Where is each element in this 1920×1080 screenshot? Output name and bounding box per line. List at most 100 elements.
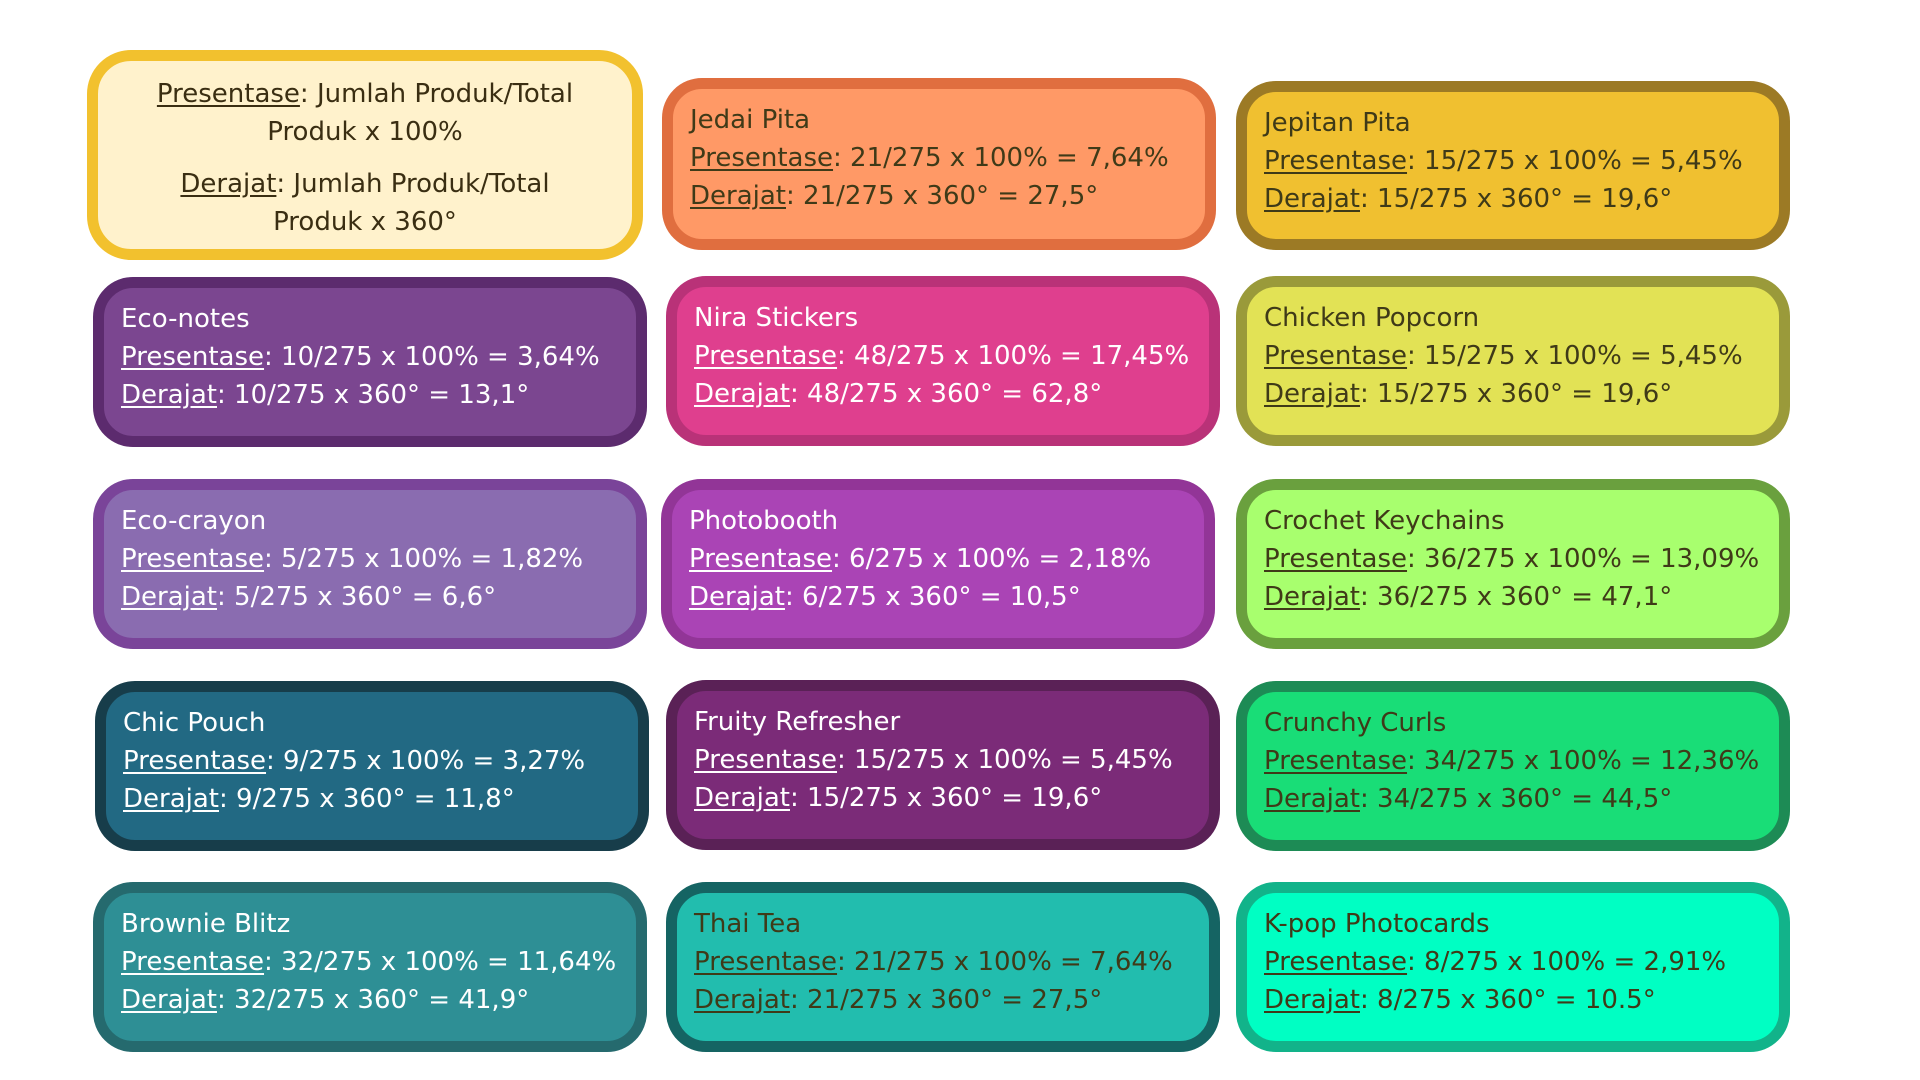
product-name: Chic Pouch <box>123 708 266 738</box>
presentase-line: Presentase: 5/275 x 100% = 1,82% <box>121 540 636 578</box>
derajat-line: Derajat: 21/275 x 360° = 27,5° <box>694 981 1209 1019</box>
derajat-line: Derajat: 36/275 x 360° = 47,1° <box>1264 578 1779 616</box>
derajat-label: Derajat <box>121 582 217 612</box>
presentase-label: Presentase <box>1264 544 1408 574</box>
presentase-line: Presentase: 10/275 x 100% = 3,64% <box>121 338 636 376</box>
product-name: Crunchy Curls <box>1264 708 1447 738</box>
presentase-label: Presentase <box>1264 146 1408 176</box>
presentase-line: Presentase: 21/275 x 100% = 7,64% <box>690 139 1205 177</box>
product-card-kpop-photocards: K-pop Photocards Presentase: 8/275 x 100%… <box>1236 882 1790 1052</box>
derajat-label: Derajat <box>694 783 790 813</box>
product-name: Thai Tea <box>694 909 802 939</box>
derajat-line: Derajat: 15/275 x 360° = 19,6° <box>694 779 1209 817</box>
product-name: Chicken Popcorn <box>1264 303 1480 333</box>
presentase-line: Presentase: 6/275 x 100% = 2,18% <box>689 540 1204 578</box>
derajat-value: : 36/275 x 360° = 47,1° <box>1360 582 1673 612</box>
derajat-line: Derajat: 5/275 x 360° = 6,6° <box>121 578 636 616</box>
derajat-line: Derajat: 8/275 x 360° = 10.5° <box>1264 981 1779 1019</box>
presentase-line: Presentase: 36/275 x 100% = 13,09% <box>1264 540 1779 578</box>
product-card-eco-notes: Eco-notes Presentase: 10/275 x 100% = 3,6… <box>93 277 647 447</box>
presentase-label: Presentase <box>121 947 265 977</box>
product-name: K-pop Photocards <box>1264 909 1490 939</box>
product-card-chicken-popcorn: Chicken Popcorn Presentase: 15/275 x 100%… <box>1236 276 1790 446</box>
presentase-value: : 21/275 x 100% = 7,64% <box>837 947 1173 977</box>
derajat-label: Derajat <box>121 985 217 1015</box>
presentase-label: Presentase <box>694 341 838 371</box>
product-name: Photobooth <box>689 506 839 536</box>
presentase-value: : 5/275 x 100% = 1,82% <box>264 544 584 574</box>
derajat-value: : 21/275 x 360° = 27,5° <box>786 181 1099 211</box>
product-card-fruity-refresher: Fruity Refresher Presentase: 15/275 x 100… <box>666 680 1220 850</box>
formula-legend-card: Presentase : Jumlah Produk/Total Produk x… <box>87 50 643 260</box>
presentase-label: Presentase <box>694 947 838 977</box>
product-card-brownie-blitz: Brownie Blitz Presentase: 32/275 x 100% =… <box>93 882 647 1052</box>
derajat-label: Derajat <box>690 181 786 211</box>
presentase-line: Presentase: 15/275 x 100% = 5,45% <box>1264 142 1779 180</box>
presentase-label: Presentase <box>694 745 838 775</box>
derajat-formula: Derajat: Jumlah Produk/Total Produk x 36… <box>98 165 632 241</box>
presentase-value: : 9/275 x 100% = 3,27% <box>266 746 586 776</box>
presentase-value: : 15/275 x 100% = 5,45% <box>837 745 1173 775</box>
presentase-label: Presentase <box>1264 341 1408 371</box>
presentase-label: Presentase <box>1264 947 1408 977</box>
product-card-nira-stickers: Nira Stickers Presentase: 48/275 x 100% =… <box>666 276 1220 446</box>
derajat-value: : 21/275 x 360° = 27,5° <box>790 985 1103 1015</box>
presentase-line: Presentase: 15/275 x 100% = 5,45% <box>694 741 1209 779</box>
presentase-label: Presentase <box>123 746 267 776</box>
presentase-term: Presentase <box>156 79 300 109</box>
presentase-formula: Presentase: Jumlah Produk/Total Produk x… <box>98 75 632 151</box>
derajat-label: Derajat <box>694 379 790 409</box>
derajat-value: : 15/275 x 360° = 19,6° <box>790 783 1103 813</box>
derajat-term: Derajat <box>180 169 277 199</box>
derajat-value: : 32/275 x 360° = 41,9° <box>217 985 530 1015</box>
derajat-value: : 15/275 x 360° = 19,6° <box>1360 184 1673 214</box>
product-name: Fruity Refresher <box>694 707 901 737</box>
presentase-line: Presentase: 9/275 x 100% = 3,27% <box>123 742 638 780</box>
derajat-line: Derajat: 32/275 x 360° = 41,9° <box>121 981 636 1019</box>
derajat-value: : 8/275 x 360° = 10.5° <box>1360 985 1656 1015</box>
product-name: Jepitan Pita <box>1264 108 1411 138</box>
derajat-line: Derajat: 10/275 x 360° = 13,1° <box>121 376 636 414</box>
product-card-photobooth: Photobooth Presentase: 6/275 x 100% = 2,1… <box>661 479 1215 649</box>
derajat-label: Derajat <box>1264 985 1360 1015</box>
presentase-label: Presentase <box>121 544 265 574</box>
derajat-line: Derajat: 9/275 x 360° = 11,8° <box>123 780 638 818</box>
derajat-label: Derajat <box>1264 582 1360 612</box>
derajat-label: Derajat <box>689 582 785 612</box>
derajat-value: : 15/275 x 360° = 19,6° <box>1360 379 1673 409</box>
product-name: Eco-crayon <box>121 506 267 536</box>
derajat-label: Derajat <box>123 784 219 814</box>
presentase-label: Presentase <box>690 143 834 173</box>
derajat-label: Derajat <box>121 380 217 410</box>
derajat-line: Derajat: 15/275 x 360° = 19,6° <box>1264 180 1779 218</box>
presentase-value: : 34/275 x 100% = 12,36% <box>1407 746 1760 776</box>
presentase-line: Presentase: 21/275 x 100% = 7,64% <box>694 943 1209 981</box>
presentase-value: : 10/275 x 100% = 3,64% <box>264 342 600 372</box>
product-name: Crochet Keychains <box>1264 506 1505 536</box>
derajat-label: Derajat <box>1264 379 1360 409</box>
derajat-formula-text: : Jumlah Produk/Total Produk x 360° <box>273 169 550 237</box>
derajat-value: : 6/275 x 360° = 10,5° <box>785 582 1081 612</box>
presentase-label: Presentase <box>689 544 833 574</box>
derajat-label: Derajat <box>1264 184 1360 214</box>
presentase-value: : 15/275 x 100% = 5,45% <box>1407 341 1743 371</box>
presentase-value: : 6/275 x 100% = 2,18% <box>832 544 1152 574</box>
derajat-value: : 48/275 x 360° = 62,8° <box>790 379 1103 409</box>
derajat-value: : 10/275 x 360° = 13,1° <box>217 380 530 410</box>
derajat-value: : 34/275 x 360° = 44,5° <box>1360 784 1673 814</box>
derajat-line: Derajat: 6/275 x 360° = 10,5° <box>689 578 1204 616</box>
presentase-line: Presentase: 15/275 x 100% = 5,45% <box>1264 337 1779 375</box>
presentase-value: : 36/275 x 100% = 13,09% <box>1407 544 1760 574</box>
derajat-line: Derajat: 34/275 x 360° = 44,5° <box>1264 780 1779 818</box>
product-name: Brownie Blitz <box>121 909 291 939</box>
derajat-line: Derajat: 21/275 x 360° = 27,5° <box>690 177 1205 215</box>
derajat-value: : 9/275 x 360° = 11,8° <box>219 784 515 814</box>
product-name: Eco-notes <box>121 304 250 334</box>
product-card-jedai-pita: Jedai Pita Presentase: 21/275 x 100% = 7,… <box>662 78 1216 250</box>
derajat-label: Derajat <box>1264 784 1360 814</box>
product-card-chic-pouch: Chic Pouch Presentase: 9/275 x 100% = 3,2… <box>95 681 649 851</box>
legend-spacer <box>98 151 632 165</box>
presentase-line: Presentase: 32/275 x 100% = 11,64% <box>121 943 636 981</box>
derajat-line: Derajat: 48/275 x 360° = 62,8° <box>694 375 1209 413</box>
product-card-crunchy-curls: Crunchy Curls Presentase: 34/275 x 100% =… <box>1236 681 1790 851</box>
